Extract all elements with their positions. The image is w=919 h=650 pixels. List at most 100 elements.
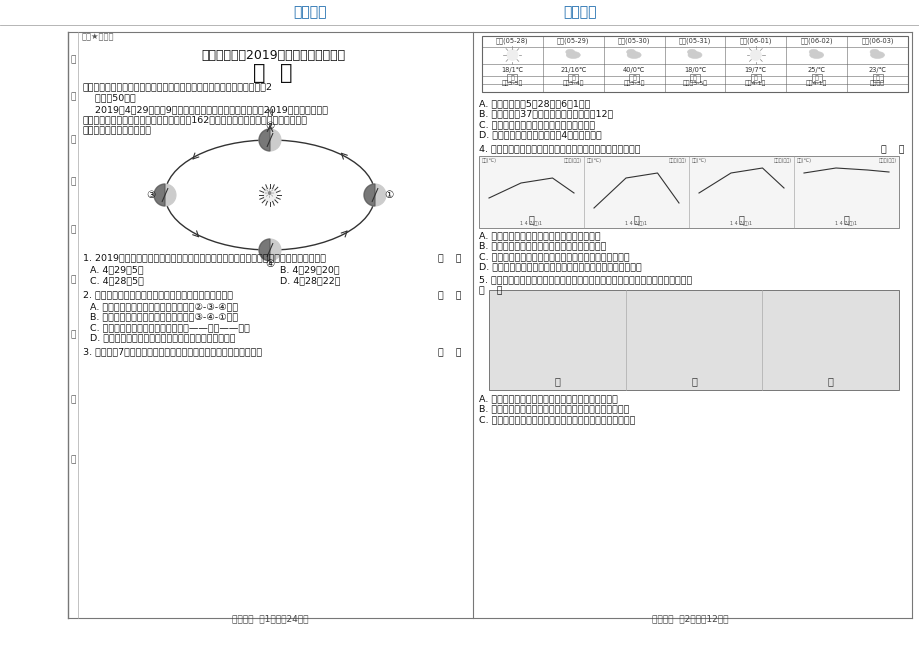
Text: 25/℃: 25/℃ <box>807 67 825 73</box>
Text: ④: ④ <box>265 259 275 269</box>
Text: ①: ① <box>384 190 393 200</box>
Text: 山东省德州市2019年初中学业水平考试: 山东省德州市2019年初中学业水平考试 <box>200 49 345 62</box>
Wedge shape <box>364 184 375 206</box>
Text: 2. 有关北京世界园艺博览会会举办期间的说法，正确的是: 2. 有关北京世界园艺博览会会举办期间的说法，正确的是 <box>83 290 233 299</box>
Text: 南: 南 <box>754 75 757 81</box>
Text: ☀: ☀ <box>264 188 276 202</box>
Text: 周四(05-30): 周四(05-30) <box>618 37 650 44</box>
Bar <box>811 74 821 82</box>
Circle shape <box>263 188 277 202</box>
Text: B. 最高气温是37摄氏度，出现在周日中午12时: B. 最高气温是37摄氏度，出现在周日中午12时 <box>479 109 613 118</box>
Text: 年: 年 <box>70 55 75 64</box>
Bar <box>482 36 907 92</box>
Circle shape <box>259 129 280 151</box>
Circle shape <box>750 49 761 60</box>
Text: 地理试卷  第2页（共12页）: 地理试卷 第2页（共12页） <box>651 614 728 623</box>
Text: 1 4 7(月)1: 1 4 7(月)1 <box>834 221 857 226</box>
Text: 气温(℃): 气温(℃) <box>796 158 811 163</box>
Text: 2019年4月29日上午9时，一非气势如虹的歌手表演拉开了2019北京世界园艺博: 2019年4月29日上午9时，一非气势如虹的歌手表演拉开了2019北京世界园艺博 <box>83 105 328 114</box>
Text: D. 以南风为主，天气预报中，4表示南风四级: D. 以南风为主，天气预报中，4表示南风四级 <box>479 131 601 140</box>
Text: C. 丙是佛境世界最大佛塔遗迹是印度尼西亚婆罗浮屠寺庙群: C. 丙是佛境世界最大佛塔遗迹是印度尼西亚婆罗浮屠寺庙群 <box>479 415 635 424</box>
Ellipse shape <box>809 49 817 55</box>
Text: 1 4 7(月)1: 1 4 7(月)1 <box>625 221 647 226</box>
Ellipse shape <box>626 49 635 55</box>
Text: 40/0℃: 40/0℃ <box>622 67 645 73</box>
Text: 丁: 丁 <box>843 214 848 224</box>
Bar <box>750 74 760 82</box>
Text: 1 4 7(月)1: 1 4 7(月)1 <box>520 221 542 226</box>
Bar <box>479 156 898 228</box>
Text: 降水量(毫米): 降水量(毫米) <box>563 158 582 163</box>
Text: N: N <box>267 109 273 118</box>
Text: 上升气流: 上升气流 <box>869 81 884 86</box>
Ellipse shape <box>869 51 883 58</box>
Ellipse shape <box>686 49 696 55</box>
Ellipse shape <box>809 51 823 58</box>
Ellipse shape <box>869 49 879 55</box>
Text: 18/1℃: 18/1℃ <box>501 67 523 73</box>
Text: 甲: 甲 <box>528 214 534 224</box>
Text: 甲: 甲 <box>554 376 560 386</box>
Text: 1. 2019北京世界园艺博览会开园和嘉宾巡园的序幕拉开时，巴西利亚（西三区）的时间是: 1. 2019北京世界园艺博览会开园和嘉宾巡园的序幕拉开时，巴西利亚（西三区）的… <box>83 253 325 262</box>
Wedge shape <box>259 129 269 151</box>
Text: 地  理: 地 理 <box>253 63 292 83</box>
Bar <box>629 74 639 82</box>
Text: 南: 南 <box>510 75 514 81</box>
Text: A. 4月29日5时: A. 4月29日5时 <box>90 265 143 274</box>
Text: 23/℃: 23/℃ <box>868 67 886 73</box>
Text: 名: 名 <box>70 330 75 339</box>
Text: 南风4-1级: 南风4-1级 <box>805 81 826 86</box>
Text: 周二(05-28): 周二(05-28) <box>495 37 528 44</box>
Text: 周一(06-03): 周一(06-03) <box>860 37 893 44</box>
Text: 气温(℃): 气温(℃) <box>586 158 601 163</box>
Text: 18/0℃: 18/0℃ <box>683 67 706 73</box>
Bar <box>507 74 516 82</box>
Text: 5. 读不同宗教风格建筑图，结合所学知识，判断下列有关世界宗教的叙述正确的是: 5. 读不同宗教风格建筑图，结合所学知识，判断下列有关世界宗教的叙述正确的是 <box>479 275 691 284</box>
Text: 一、选择题（下列各小题的四个选项中，只有一项是符合题意的，每小题2: 一、选择题（下列各小题的四个选项中，只有一项是符合题意的，每小题2 <box>83 82 273 91</box>
Text: 南: 南 <box>814 75 818 81</box>
Text: A. 甲地位于亚欧大陆中部，丁地位于赤道附近: A. 甲地位于亚欧大陆中部，丁地位于赤道附近 <box>479 231 600 240</box>
Circle shape <box>506 49 517 60</box>
Text: 周日(06-02): 周日(06-02) <box>800 37 832 44</box>
Bar <box>871 74 881 82</box>
Text: 比: 比 <box>70 135 75 144</box>
Text: （    ）: （ ） <box>438 348 461 357</box>
Text: 气温(℃): 气温(℃) <box>482 158 496 163</box>
Text: 览会开国和嘉宾巡园的序幕，这标志着长达162天的国际园艺盛会正式向国内外游客开: 览会开国和嘉宾巡园的序幕，这标志着长达162天的国际园艺盛会正式向国内外游客开 <box>83 116 308 125</box>
Text: D. 南半球各地昼长由长变短，且昼夜长短差别越来越大: D. 南半球各地昼长由长变短，且昼夜长短差别越来越大 <box>90 333 235 343</box>
Text: 班: 班 <box>70 226 75 235</box>
Text: 南: 南 <box>631 75 635 81</box>
Text: 南风3-5级: 南风3-5级 <box>501 81 523 86</box>
Text: 1 4 7(月)1: 1 4 7(月)1 <box>730 221 752 226</box>
Bar <box>489 290 898 390</box>
Circle shape <box>364 184 386 206</box>
Text: B. 地球在公转轨道上的位置，全部位于③-④-①之间: B. 地球在公转轨道上的位置，全部位于③-④-①之间 <box>90 313 238 322</box>
Text: 周五(05-31): 周五(05-31) <box>678 37 710 44</box>
Ellipse shape <box>687 51 701 58</box>
Text: C. 空气质量以优为主，周五气温日较差最大: C. 空气质量以优为主，周五气温日较差最大 <box>479 120 595 129</box>
Text: 乙: 乙 <box>690 376 697 386</box>
Text: 21/16℃: 21/16℃ <box>560 67 586 73</box>
Text: （    ）: （ ） <box>438 291 461 300</box>
Text: A. 甲是基督教教堂，中东地区大多数居民信仰基督教: A. 甲是基督教教堂，中东地区大多数居民信仰基督教 <box>479 394 618 403</box>
Text: 降水量(毫米): 降水量(毫米) <box>878 158 896 163</box>
Text: 19/7℃: 19/7℃ <box>743 67 766 73</box>
Wedge shape <box>153 184 165 206</box>
Text: 南风4-1级: 南风4-1级 <box>744 81 766 86</box>
Text: B. 甲地全年少雨，丙地夏季多雨，丁地冬季多雨: B. 甲地全年少雨，丙地夏季多雨，丁地冬季多雨 <box>479 242 606 250</box>
Text: 上: 上 <box>875 75 879 81</box>
Text: 号: 号 <box>70 456 75 465</box>
Text: 卷: 卷 <box>70 177 75 187</box>
Wedge shape <box>259 239 269 261</box>
Bar <box>568 74 578 82</box>
Text: 4. 读四地气候资料图，结合所学知识，判断下列叙述正确的是: 4. 读四地气候资料图，结合所学知识，判断下列叙述正确的是 <box>479 144 640 153</box>
Text: 东: 东 <box>692 75 696 81</box>
Ellipse shape <box>566 51 580 58</box>
Text: 地理试卷  第1页（共24页）: 地理试卷 第1页（共24页） <box>232 614 308 623</box>
Text: 学: 学 <box>70 395 75 404</box>
Text: 降水量(毫米): 降水量(毫米) <box>668 158 686 163</box>
Text: 级: 级 <box>70 92 75 101</box>
Text: （    ）: （ ） <box>438 254 461 263</box>
Ellipse shape <box>627 51 641 58</box>
Text: （    ）: （ ） <box>880 145 904 154</box>
